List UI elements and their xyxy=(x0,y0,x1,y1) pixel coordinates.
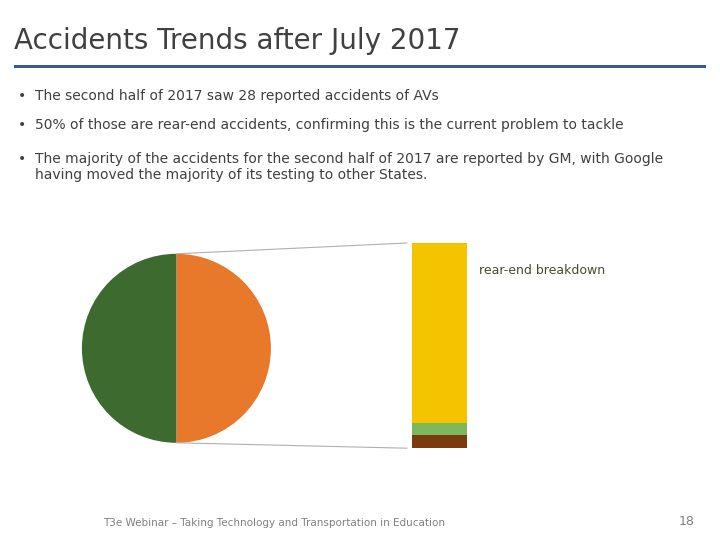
Text: •: • xyxy=(18,89,26,103)
Text: The majority of the accidents for the second half of 2017 are reported by GM, wi: The majority of the accidents for the se… xyxy=(35,152,662,183)
Text: The second half of 2017 saw 28 reported accidents of AVs: The second half of 2017 saw 28 reported … xyxy=(35,89,438,103)
Bar xyxy=(412,435,467,448)
Text: •: • xyxy=(18,152,26,166)
Text: T3e Webinar – Taking Technology and Transportation in Education: T3e Webinar – Taking Technology and Tran… xyxy=(103,518,445,528)
Wedge shape xyxy=(82,254,176,443)
Bar xyxy=(412,243,467,422)
Text: 50% of those are rear-end accidents, confirming this is the current problem to t: 50% of those are rear-end accidents, con… xyxy=(35,118,624,132)
Text: Accidents Trends after July 2017: Accidents Trends after July 2017 xyxy=(14,27,461,55)
Wedge shape xyxy=(176,254,271,443)
Text: •: • xyxy=(18,118,26,132)
Text: rear-end breakdown: rear-end breakdown xyxy=(479,264,605,276)
Bar xyxy=(412,422,467,435)
Text: 18: 18 xyxy=(679,515,695,528)
